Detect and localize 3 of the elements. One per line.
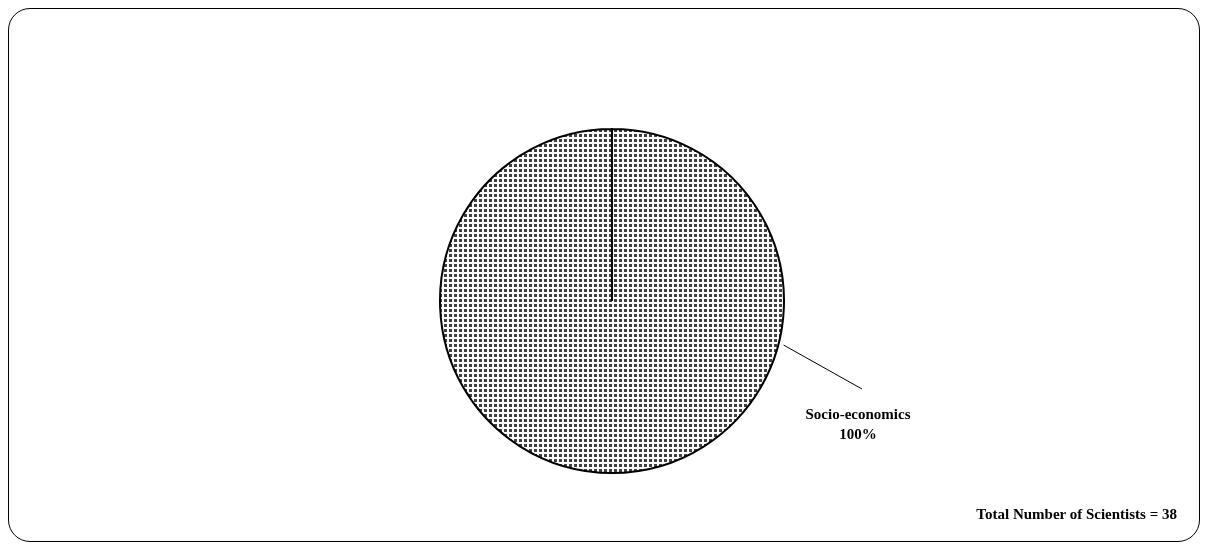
- text: Total Number of Scientists = 38: [976, 506, 1177, 522]
- data-label: 100%: [839, 426, 877, 442]
- slice-label: Socio-economics: [805, 406, 911, 422]
